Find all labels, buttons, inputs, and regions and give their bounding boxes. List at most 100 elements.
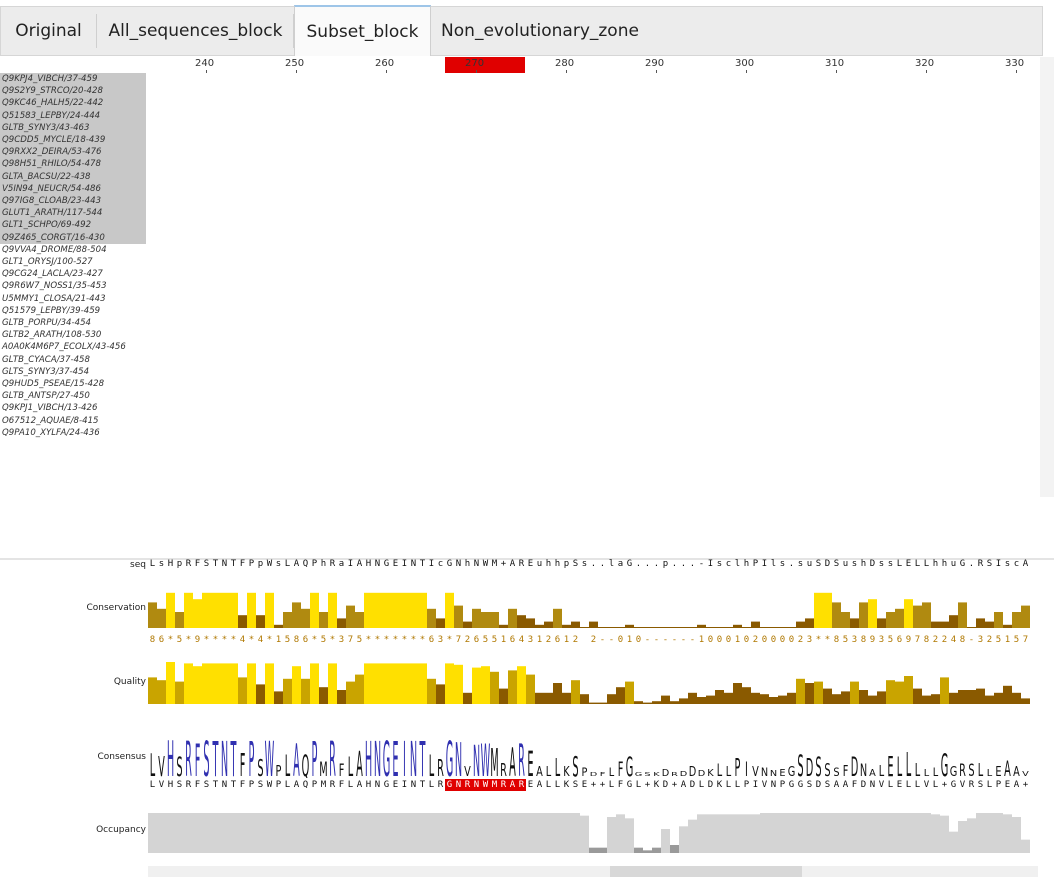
sequence-name[interactable]: GLTB_PORPU/34-454 — [2, 318, 92, 328]
alignment-row[interactable] — [148, 402, 1030, 414]
occupancy-bar — [220, 813, 229, 853]
consensus-char: G — [950, 780, 957, 790]
sequence-name[interactable]: Q9KPJ4_VIBCH/37-459 — [0, 73, 146, 86]
sequence-name[interactable]: A0A0K4M6P7_ECOLX/43-456 — [2, 342, 126, 353]
consensus-char: L — [347, 780, 354, 790]
alignment-row[interactable] — [148, 195, 1030, 207]
alignment-row[interactable] — [148, 378, 1030, 390]
occupancy-bar — [580, 815, 589, 853]
quality-bar — [148, 677, 157, 704]
alignment-row[interactable] — [148, 97, 1030, 109]
alignment-row[interactable] — [148, 415, 1030, 427]
alignment-row[interactable] — [148, 158, 1030, 170]
sequence-name[interactable]: GLTB_CYACA/37-458 — [2, 354, 90, 365]
logo-letter: K — [563, 763, 570, 778]
alignment-row[interactable] — [148, 232, 1030, 244]
alignment-row[interactable] — [148, 341, 1030, 353]
sequence-name[interactable]: GLT1_SCHPO/69-492 — [0, 219, 146, 232]
sequence-name[interactable]: Q9S2Y9_STRCO/20-428 — [0, 85, 146, 98]
sequence-name[interactable]: Q98H51_RHILO/54-478 — [0, 158, 146, 171]
alignment-row[interactable] — [148, 280, 1030, 292]
sequence-name[interactable]: GLTS_SYNY3/37-454 — [2, 366, 90, 377]
tab-original[interactable]: Original — [0, 6, 97, 56]
occupancy-bar — [931, 814, 940, 853]
conservation-digit: * — [402, 635, 407, 645]
alignment-row[interactable] — [148, 85, 1030, 97]
quality-bar — [580, 694, 589, 704]
sequence-name[interactable]: GLUT1_ARATH/117-544 — [0, 207, 146, 220]
sequence-name[interactable]: Q9KC46_HALH5/22-442 — [0, 97, 146, 110]
logo-letter: E — [995, 763, 1001, 778]
tab-subset-block[interactable]: Subset_block — [294, 5, 431, 56]
sequence-name[interactable]: V5IN94_NEUCR/54-486 — [0, 182, 146, 195]
conservation-bar — [490, 612, 499, 628]
alignment-row[interactable] — [148, 317, 1030, 329]
alignment-row[interactable] — [148, 207, 1030, 219]
occupancy-bar — [571, 813, 580, 853]
vertical-scrollbar[interactable] — [1040, 57, 1054, 497]
horizontal-scrollbar[interactable] — [148, 866, 1038, 877]
conservation-digit: - — [681, 635, 686, 645]
alignment-row[interactable] — [148, 171, 1030, 183]
sequence-name[interactable]: Q9KPJ1_VIBCH/13-426 — [2, 403, 98, 414]
alignment-row[interactable] — [148, 244, 1030, 256]
logo-letter: G — [941, 748, 949, 778]
alignment-row[interactable] — [148, 293, 1030, 305]
sequence-name[interactable]: O67512_AQUAE/8-415 — [2, 415, 99, 426]
panel-splitter[interactable] — [0, 558, 1054, 560]
occupancy-bar — [634, 847, 643, 853]
alignment-row[interactable] — [148, 354, 1030, 366]
sequence-name[interactable]: Q9R6W7_NOSS1/35-453 — [2, 281, 107, 292]
alignment-row[interactable] — [148, 219, 1030, 231]
sequence-name[interactable]: Q9RXX2_DEIRA/53-476 — [0, 146, 146, 159]
occupancy-bar — [202, 813, 211, 853]
sequence-name[interactable]: Q9Z465_CORGT/16-430 — [0, 231, 146, 244]
sequence-name[interactable]: Q9CG24_LACLA/23-427 — [2, 269, 103, 280]
alignment-row[interactable] — [148, 134, 1030, 146]
sequence-name[interactable]: Q51583_LEPBY/24-444 — [0, 109, 146, 122]
sequence-name[interactable]: GLTB2_ARATH/108-530 — [2, 330, 102, 341]
alignment-row[interactable] — [148, 366, 1030, 378]
alignment-row[interactable] — [148, 268, 1030, 280]
sequence-name[interactable]: U5MMY1_CLOSA/21-443 — [2, 293, 106, 304]
consensus-char: s — [1004, 559, 1011, 569]
sequence-name[interactable]: Q9CDD5_MYCLE/18-439 — [0, 134, 146, 147]
sequence-name[interactable]: GLT1_ORYSJ/100-527 — [2, 257, 93, 267]
ruler-label: 270 — [465, 58, 485, 69]
alignment-row[interactable] — [148, 122, 1030, 134]
sequence-name[interactable]: GLTA_BACSU/22-438 — [0, 170, 146, 183]
conservation-bar — [859, 602, 868, 628]
horizontal-scrollbar-thumb[interactable] — [610, 866, 802, 877]
sequence-name[interactable]: GLTB_SYNY3/43-463 — [0, 121, 146, 134]
occupancy-bar — [616, 814, 625, 853]
sequence-name[interactable]: Q51579_LEPBY/39-459 — [2, 305, 101, 316]
logo-letter: E — [887, 751, 893, 778]
conservation-digit: 8 — [861, 635, 866, 645]
alignment-row[interactable] — [148, 146, 1030, 158]
conservation-digit: 3 — [879, 635, 884, 645]
alignment-row[interactable] — [148, 305, 1030, 317]
logo-letter: L — [609, 765, 614, 778]
conservation-bar — [805, 618, 814, 628]
alignment-row[interactable] — [148, 110, 1030, 122]
alignment-row[interactable] — [148, 73, 1030, 85]
conservation-bar — [796, 621, 805, 628]
alignment-row[interactable] — [148, 256, 1030, 268]
sequence-name[interactable]: GLTB_ANTSP/27-450 — [2, 391, 90, 402]
sequence-name[interactable]: Q9VVA4_DROME/88-504 — [2, 244, 107, 255]
consensus-char: u — [806, 559, 813, 569]
alignment-row[interactable] — [148, 329, 1030, 341]
tab-all-sequences-block[interactable]: All_sequences_block — [97, 6, 294, 56]
alignment-row[interactable] — [148, 390, 1030, 402]
conservation-digit: 9 — [195, 635, 200, 645]
consensus-char: h — [932, 559, 939, 569]
alignment-row[interactable] — [148, 427, 1030, 439]
sequence-name[interactable]: Q97IG8_CLOAB/23-443 — [0, 195, 146, 208]
conservation-digit: * — [393, 635, 398, 645]
conservation-bar — [481, 612, 490, 628]
quality-bar — [328, 663, 337, 704]
sequence-name[interactable]: Q9HUD5_PSEAE/15-428 — [2, 379, 105, 389]
sequence-name[interactable]: Q9PA10_XYLFA/24-436 — [2, 427, 100, 438]
tab-non-evolutionary-zone[interactable]: Non_evolutionary_zone — [441, 21, 639, 41]
alignment-row[interactable] — [148, 183, 1030, 195]
